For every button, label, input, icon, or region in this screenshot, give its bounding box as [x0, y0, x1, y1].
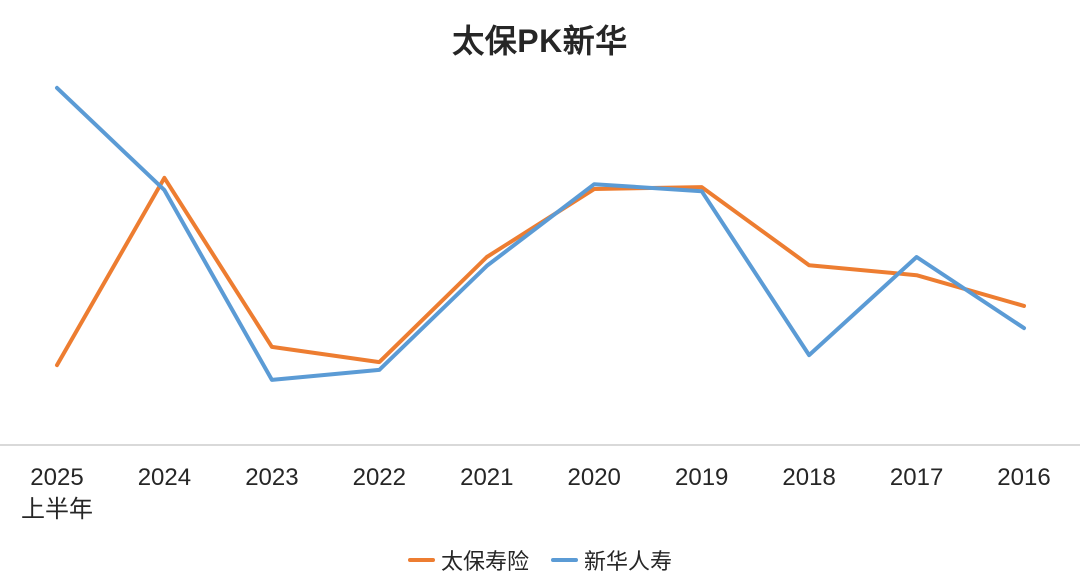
series-line-taibao	[55, 175, 1026, 368]
chart-legend: 太保寿险 新华人寿	[0, 544, 1080, 576]
legend-item-xinhua: 新华人寿	[551, 544, 672, 576]
legend-dash-icon	[407, 558, 435, 562]
legend-dash-icon	[551, 558, 578, 562]
legend-label: 新华人寿	[584, 549, 673, 574]
legend-label: 太保寿险	[440, 549, 529, 574]
chart-title: 太保PK新华	[452, 23, 628, 59]
series-line-xinhua	[55, 85, 1026, 382]
legend-item-taibao: 太保寿险	[407, 544, 529, 576]
